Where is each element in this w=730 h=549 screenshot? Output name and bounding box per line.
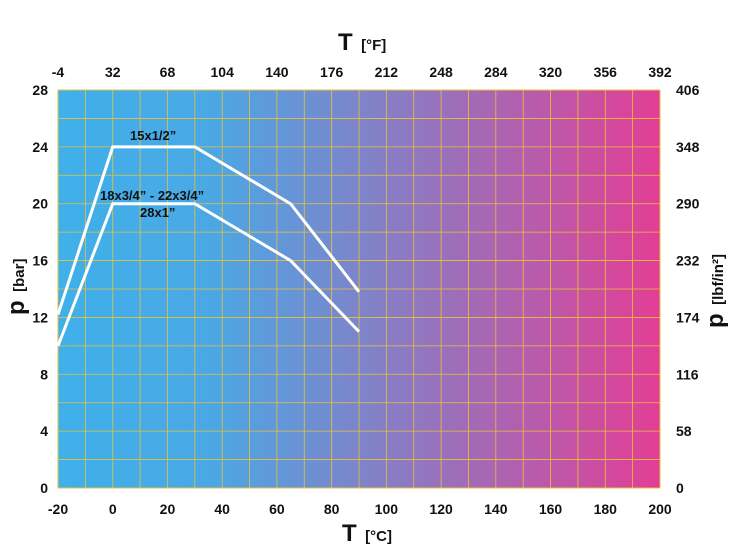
- series-line-2: [56, 202, 361, 347]
- series-label-2: 18x3/4” - 22x3/4”: [100, 188, 204, 203]
- right-tick-label: 116: [676, 366, 699, 382]
- top-tick-label: 212: [375, 64, 399, 80]
- bottom-tick-label: -20: [48, 501, 68, 517]
- bottom-tick-label: 180: [594, 501, 618, 517]
- top-tick-label: 248: [429, 64, 453, 80]
- left-tick-label: 0: [40, 480, 48, 496]
- bottom-tick-label: 120: [429, 501, 453, 517]
- series-line-1: [56, 145, 361, 316]
- right-tick-label: 174: [676, 309, 700, 325]
- grid: [57, 89, 661, 489]
- plot-frame: [57, 89, 661, 489]
- right-tick-label: 0: [676, 480, 684, 496]
- bottom-tick-label: 60: [269, 501, 285, 517]
- right-tick-label: 58: [676, 423, 692, 439]
- right-tick-label: 290: [676, 196, 700, 212]
- right-tick-label: 232: [676, 253, 700, 269]
- left-tick-label: 20: [32, 196, 48, 212]
- left-tick-label: 28: [32, 82, 48, 98]
- bottom-tick-label: 160: [539, 501, 563, 517]
- bottom-tick-label: 140: [484, 501, 508, 517]
- bottom-tick-label: 80: [324, 501, 340, 517]
- bottom-tick-label: 0: [109, 501, 117, 517]
- bottom-axis-title: T [°C]: [342, 520, 392, 547]
- right-tick-labels: 0 58 116 174 232 290 348 406: [676, 82, 700, 496]
- left-tick-label: 24: [32, 139, 48, 155]
- top-tick-label: 320: [539, 64, 563, 80]
- bottom-tick-label: 100: [375, 501, 399, 517]
- left-axis-title: p [bar]: [3, 259, 30, 315]
- series-lines: [56, 145, 361, 347]
- right-tick-label: 406: [676, 82, 700, 98]
- left-tick-label: 12: [32, 309, 48, 325]
- left-tick-labels: 0 4 8 12 16 20 24 28: [32, 82, 48, 496]
- top-axis-title: T [°F]: [338, 29, 386, 56]
- right-tick-label: 348: [676, 139, 700, 155]
- top-tick-labels: -4 32 68 104 140 176 212 248 284 320 356 392: [52, 64, 672, 80]
- top-tick-label: 140: [265, 64, 289, 80]
- left-tick-label: 4: [40, 423, 48, 439]
- top-tick-label: 176: [320, 64, 344, 80]
- top-tick-label: 284: [484, 64, 508, 80]
- series-label-1: 15x1/2”: [130, 128, 176, 143]
- left-tick-label: 8: [40, 366, 48, 382]
- bottom-tick-label: 20: [160, 501, 176, 517]
- top-tick-label: 104: [211, 64, 235, 80]
- bottom-tick-label: 200: [648, 501, 672, 517]
- right-axis-title: p [lbf/in²]: [702, 254, 729, 328]
- left-tick-label: 16: [32, 253, 48, 269]
- top-tick-label: 32: [105, 64, 121, 80]
- top-tick-label: 392: [648, 64, 672, 80]
- series-label-2b: 28x1”: [140, 205, 175, 220]
- top-tick-label: -4: [52, 64, 65, 80]
- top-tick-label: 356: [594, 64, 618, 80]
- bottom-tick-labels: -20 0 20 40 60 80 100 120 140 160 180 200: [48, 501, 672, 517]
- top-tick-label: 68: [160, 64, 176, 80]
- bottom-tick-label: 40: [214, 501, 230, 517]
